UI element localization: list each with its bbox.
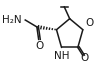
- Text: NH: NH: [54, 51, 69, 61]
- Text: O: O: [80, 53, 89, 63]
- Text: O: O: [85, 18, 93, 28]
- Text: H₂N: H₂N: [2, 15, 22, 25]
- Text: O: O: [35, 41, 44, 51]
